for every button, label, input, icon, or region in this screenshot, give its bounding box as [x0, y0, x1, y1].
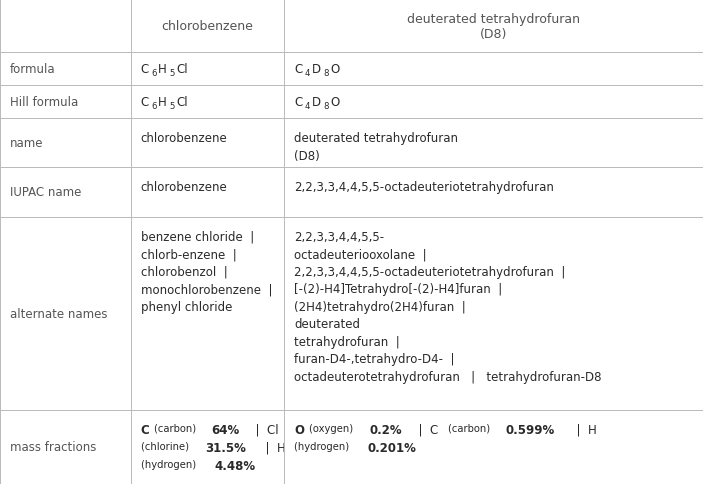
Text: 5: 5	[169, 102, 175, 111]
Text: deuterated tetrahydrofuran
(D8): deuterated tetrahydrofuran (D8)	[407, 13, 580, 41]
Text: 4: 4	[304, 102, 310, 111]
Text: (hydrogen): (hydrogen)	[294, 441, 351, 451]
Text: 4.48%: 4.48%	[214, 459, 256, 472]
Text: 8: 8	[323, 69, 329, 78]
Text: C: C	[141, 423, 150, 436]
Text: O: O	[294, 423, 304, 436]
Text: O: O	[330, 63, 340, 76]
Text: (carbon): (carbon)	[152, 423, 198, 433]
Text: |  C: | C	[411, 423, 439, 436]
Text: (chlorine): (chlorine)	[141, 441, 191, 451]
Text: chlorobenzene: chlorobenzene	[162, 20, 253, 33]
Text: chlorobenzene: chlorobenzene	[141, 181, 228, 194]
Text: |  H: | H	[569, 423, 597, 436]
Text: 2,2,3,3,4,4,5,5-octadeuteriotetrahydrofuran: 2,2,3,3,4,4,5,5-octadeuteriotetrahydrofu…	[294, 181, 554, 194]
Text: Cl: Cl	[176, 96, 188, 109]
Text: 8: 8	[323, 102, 329, 111]
Text: Cl: Cl	[176, 63, 188, 76]
Text: 2,2,3,3,4,4,5,5-
octadeuteriooxolane  |
2,2,3,3,4,4,5,5-octadeuteriotetrahydrofu: 2,2,3,3,4,4,5,5- octadeuteriooxolane | 2…	[294, 230, 602, 383]
Text: 6: 6	[151, 102, 157, 111]
Text: C: C	[294, 96, 302, 109]
Text: O: O	[330, 96, 340, 109]
Text: Hill formula: Hill formula	[10, 96, 78, 109]
Text: 5: 5	[169, 69, 175, 78]
Text: mass fractions: mass fractions	[10, 440, 96, 454]
Text: alternate names: alternate names	[10, 307, 108, 320]
Text: deuterated tetrahydrofuran
(D8): deuterated tetrahydrofuran (D8)	[294, 132, 458, 163]
Text: 6: 6	[151, 69, 157, 78]
Text: D: D	[311, 63, 321, 76]
Text: |  Cl: | Cl	[248, 423, 278, 436]
Text: D: D	[311, 96, 321, 109]
Text: 31.5%: 31.5%	[205, 441, 246, 454]
Text: C: C	[294, 63, 302, 76]
Text: 4: 4	[304, 69, 310, 78]
Text: benzene chloride  |
chlorb­enzene  |
chlorobenzol  |
monochlorobenzene  |
phenyl: benzene chloride | chlorb­enzene | chlor…	[141, 230, 272, 313]
Text: IUPAC name: IUPAC name	[10, 186, 82, 199]
Text: 64%: 64%	[212, 423, 240, 436]
Text: C: C	[141, 63, 149, 76]
Text: 0.201%: 0.201%	[368, 441, 417, 454]
Text: formula: formula	[10, 63, 56, 76]
Text: (hydrogen): (hydrogen)	[141, 459, 198, 469]
Text: (carbon): (carbon)	[446, 423, 492, 433]
Text: H: H	[158, 96, 167, 109]
Text: 0.599%: 0.599%	[505, 423, 555, 436]
Text: C: C	[141, 96, 149, 109]
Text: (oxygen): (oxygen)	[307, 423, 355, 433]
Text: chlorobenzene: chlorobenzene	[141, 132, 228, 145]
Text: name: name	[10, 137, 44, 150]
Text: 0.2%: 0.2%	[369, 423, 401, 436]
Text: H: H	[158, 63, 167, 76]
Text: |  H: | H	[258, 441, 285, 454]
